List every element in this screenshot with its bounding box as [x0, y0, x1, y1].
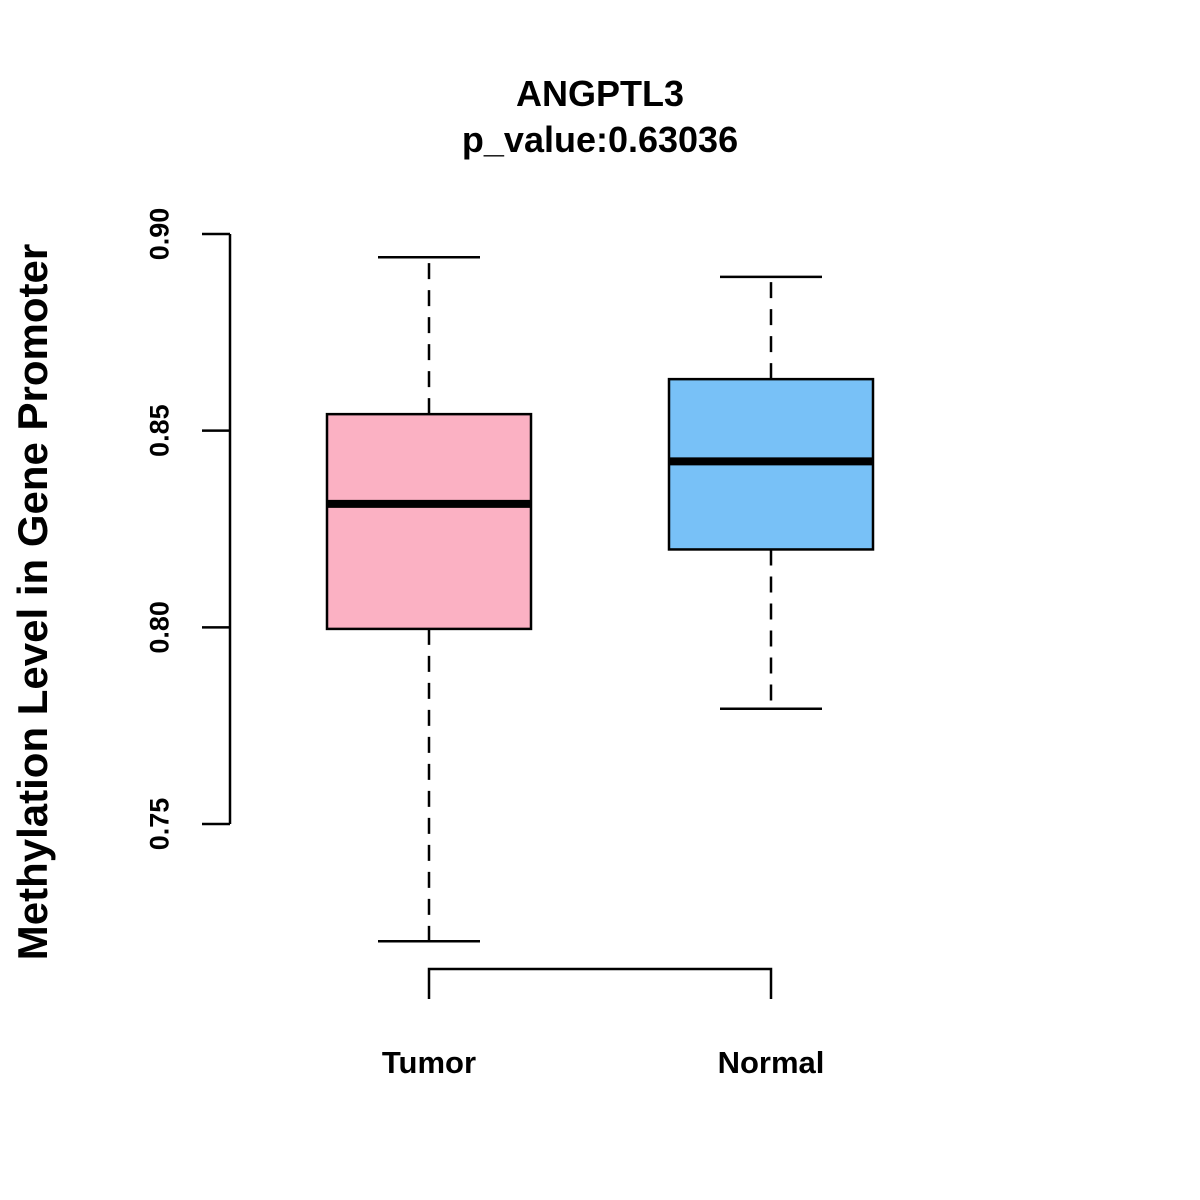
- chart-title: ANGPTL3: [516, 73, 684, 114]
- boxes-group: [325, 255, 875, 943]
- box-normal: [667, 275, 875, 711]
- y-tick-label: 0.80: [144, 601, 174, 654]
- box-tumor: [325, 255, 533, 943]
- x-category-label: Normal: [718, 1045, 825, 1080]
- y-axis-label: Methylation Level in Gene Promoter: [9, 244, 56, 960]
- y-tick-label: 0.90: [144, 208, 174, 261]
- y-axis: 0.75 0.80 0.85 0.90: [144, 208, 232, 851]
- x-category-label: Tumor: [382, 1045, 476, 1080]
- y-tick-label: 0.85: [144, 404, 174, 457]
- x-axis-labels: Tumor Normal: [382, 1045, 824, 1080]
- box-iqr: [325, 412, 533, 631]
- chart-subtitle: p_value:0.63036: [462, 119, 738, 160]
- bracket-line: [427, 967, 773, 999]
- comparison-bracket: [427, 967, 773, 999]
- y-tick-label: 0.75: [144, 798, 174, 851]
